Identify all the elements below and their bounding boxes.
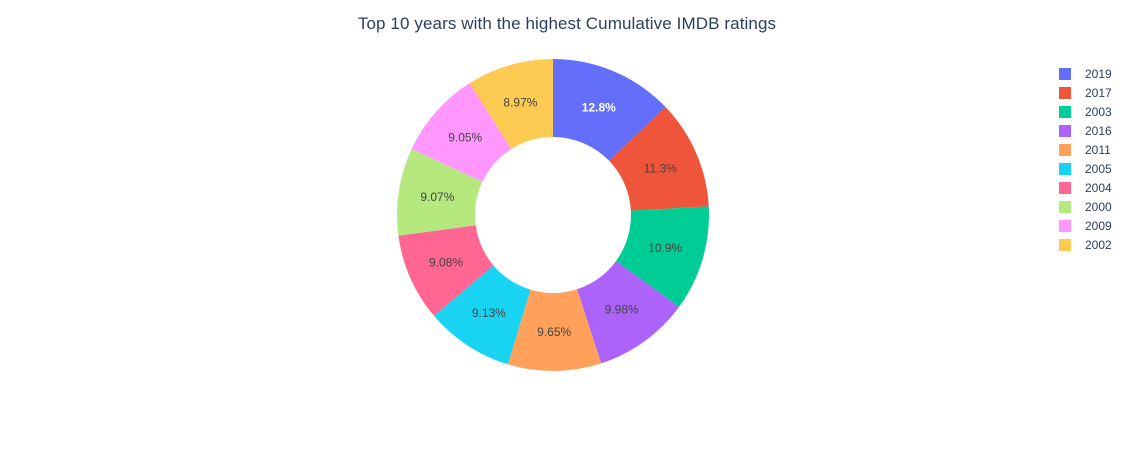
legend-item-2000[interactable]: 2000 — [1059, 200, 1112, 214]
slice-2016[interactable] — [577, 260, 680, 364]
slice-labels-group: 12.8% 11.3% 10.9% 9.98% 9.65% 9.13% 9.08% 9.07%… — [420, 96, 682, 339]
slice-2004[interactable] — [398, 225, 494, 316]
slice-label-2009: 9.05% — [448, 131, 482, 145]
legend-swatch-2005 — [1059, 163, 1071, 175]
slice-label-2017: 11.3% — [644, 161, 677, 175]
legend-label-2009: 2009 — [1085, 219, 1112, 233]
legend-label-2003: 2003 — [1085, 105, 1112, 119]
legend-label-2017: 2017 — [1085, 86, 1112, 100]
slice-2011[interactable] — [507, 289, 602, 372]
slice-2009[interactable] — [411, 83, 512, 182]
legend-item-2002[interactable]: 2002 — [1059, 238, 1112, 252]
slice-2017[interactable] — [609, 106, 709, 211]
legend-item-2017[interactable]: 2017 — [1059, 86, 1112, 100]
slice-label-2003: 10.9% — [648, 241, 682, 255]
legend: 2019 2017 2003 2016 2011 2005 2004 2000 2009 2002 — [1059, 67, 1112, 252]
slice-label-2004: 9.08% — [429, 255, 463, 269]
legend-label-2016: 2016 — [1085, 124, 1112, 138]
legend-item-2019[interactable]: 2019 — [1059, 67, 1112, 81]
slice-2019[interactable] — [553, 59, 666, 161]
legend-swatch-2002 — [1059, 239, 1071, 251]
legend-label-2002: 2002 — [1085, 238, 1112, 252]
slice-label-2016: 9.98% — [605, 303, 639, 317]
legend-label-2011: 2011 — [1085, 143, 1111, 157]
slice-label-2002: 8.97% — [503, 96, 537, 110]
legend-label-2004: 2004 — [1085, 181, 1112, 195]
legend-item-2003[interactable]: 2003 — [1059, 105, 1112, 119]
slice-2002[interactable] — [469, 59, 553, 150]
legend-item-2004[interactable]: 2004 — [1059, 181, 1112, 195]
legend-swatch-2016 — [1059, 125, 1071, 137]
slice-label-2005: 9.13% — [472, 306, 506, 320]
legend-swatch-2003 — [1059, 106, 1071, 118]
slice-2005[interactable] — [434, 265, 531, 365]
legend-label-2019: 2019 — [1085, 67, 1112, 81]
legend-label-2000: 2000 — [1085, 200, 1112, 214]
legend-item-2009[interactable]: 2009 — [1059, 219, 1112, 233]
legend-label-2005: 2005 — [1085, 162, 1112, 176]
legend-swatch-2009 — [1059, 220, 1071, 232]
slice-2000[interactable] — [397, 148, 483, 236]
legend-swatch-2000 — [1059, 201, 1071, 213]
legend-swatch-2017 — [1059, 87, 1071, 99]
slice-label-2011: 9.65% — [537, 325, 571, 339]
slice-label-2000: 9.07% — [420, 190, 454, 204]
chart-title: Top 10 years with the highest Cumulative… — [357, 14, 777, 33]
legend-swatch-2011 — [1059, 144, 1071, 156]
legend-item-2016[interactable]: 2016 — [1059, 124, 1112, 138]
legend-item-2011[interactable]: 2011 — [1059, 143, 1111, 157]
slices-group — [397, 59, 709, 372]
legend-swatch-2004 — [1059, 182, 1071, 194]
legend-item-2005[interactable]: 2005 — [1059, 162, 1112, 176]
slice-label-2019: 12.8% — [582, 100, 616, 114]
legend-swatch-2019 — [1059, 68, 1071, 80]
slice-2003[interactable] — [616, 206, 709, 307]
